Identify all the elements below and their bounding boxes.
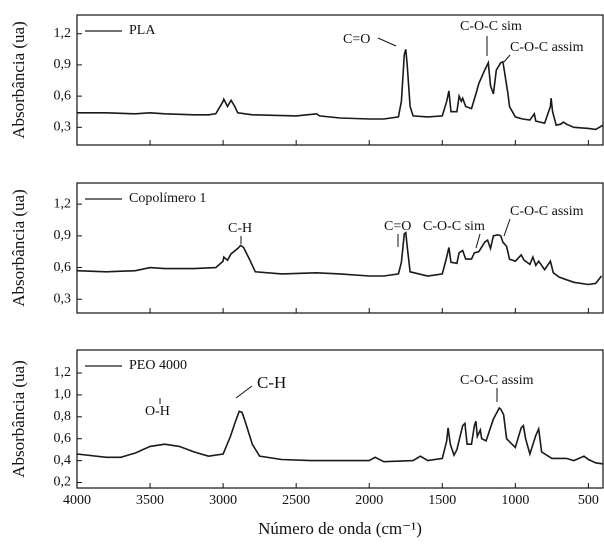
arrow [475, 233, 481, 249]
y-tick-label: 1,2 [54, 365, 72, 380]
x-tick-label: 2500 [282, 493, 310, 508]
annotation: C-O-C assim [510, 204, 584, 219]
y-tick-label: 0,9 [54, 57, 72, 72]
legend-label: PEO 4000 [129, 358, 187, 373]
y-tick-label: 0,6 [54, 431, 72, 446]
x-tick-label: 1000 [501, 493, 529, 508]
y-tick-label: 0,8 [54, 409, 72, 424]
arrow [503, 54, 511, 63]
y-tick-label: 0,6 [54, 88, 72, 103]
x-tick-label: 1500 [428, 493, 456, 508]
annotation: C-O-C sim [423, 219, 485, 234]
spectrum-line [77, 49, 604, 131]
x-tick-label: 500 [578, 493, 599, 508]
legend-label: PLA [129, 23, 156, 38]
annotation: C-H [228, 221, 252, 236]
annotations: C=O C-O-C sim C-O-C assim C-H C=O C-O-C … [145, 19, 584, 419]
arrow [503, 218, 511, 237]
annotation: C-O-C sim [460, 19, 522, 34]
x-tick-label: 2000 [355, 493, 383, 508]
y-axis-label: Absorbância (ua) [9, 360, 28, 478]
y-tick-label: 0,2 [54, 475, 72, 490]
annotation: C=O [343, 32, 370, 47]
plot-frame [76, 14, 604, 146]
annotation: C=O [384, 219, 411, 234]
y-tick-label: 0,4 [54, 453, 72, 468]
plot-frame [76, 182, 604, 314]
spectrum-line [76, 231, 603, 286]
y-tick-label: 0,3 [54, 120, 72, 135]
annotation: C-H [257, 373, 286, 392]
y-tick-label: 0,3 [54, 291, 72, 306]
x-axis-label: Número de onda (cm⁻¹) [258, 519, 422, 538]
x-tick-label: 3500 [136, 493, 164, 508]
y-tick-label: 1,0 [54, 387, 72, 402]
annotation: O-H [145, 404, 170, 419]
y-tick-label: 0,9 [54, 228, 72, 243]
y-axis-label: Absorbância (ua) [9, 189, 28, 307]
y-tick-label: 1,2 [54, 26, 72, 41]
plot-frame [76, 349, 604, 489]
y-axis-label: Absorbância (ua) [9, 21, 28, 139]
x-tick-label: 3000 [209, 493, 237, 508]
spectrum-line [76, 406, 604, 465]
legend-label: Copolímero 1 [129, 191, 206, 206]
arrow [235, 385, 253, 399]
y-tick-label: 1,2 [54, 196, 72, 211]
x-tick-label: 4000 [63, 493, 91, 508]
annotation: C-O-C assim [510, 40, 584, 55]
arrow [377, 37, 397, 47]
annotation: C-O-C assim [460, 373, 534, 388]
y-tick-label: 0,6 [54, 260, 72, 275]
